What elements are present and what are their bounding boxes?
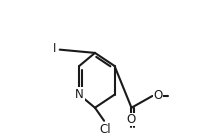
Text: O: O bbox=[127, 113, 136, 126]
Text: O: O bbox=[153, 89, 162, 103]
Text: I: I bbox=[52, 42, 56, 55]
Text: N: N bbox=[75, 88, 84, 101]
Text: Cl: Cl bbox=[100, 123, 111, 136]
